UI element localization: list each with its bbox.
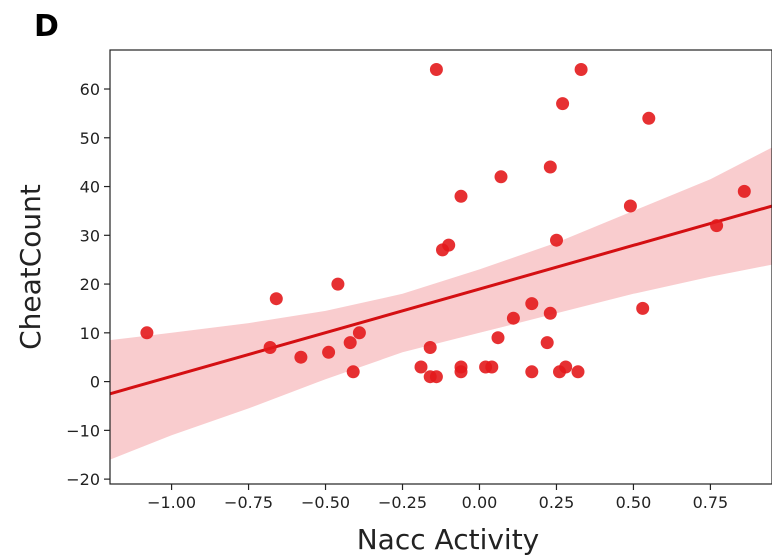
y-tick-label: 10 — [80, 324, 100, 343]
data-point — [414, 360, 428, 374]
data-point — [269, 292, 283, 306]
x-axis-ticks: −1.00 −0.75 −0.50 −0.25 0.00 0.25 0.50 0.75 — [147, 484, 728, 512]
data-point — [636, 301, 650, 315]
data-point — [574, 63, 588, 76]
data-point — [442, 238, 456, 252]
data-point — [737, 184, 751, 198]
regression-line — [109, 204, 772, 396]
data-point — [423, 341, 437, 354]
data-point — [485, 360, 499, 374]
data-point — [491, 331, 505, 345]
y-axis-ticks: −20 −10 0 10 20 30 40 50 60 — [66, 80, 110, 489]
data-point — [140, 326, 154, 340]
y-tick-label: 0 — [90, 373, 100, 392]
data-point — [429, 370, 443, 384]
data-point — [352, 326, 366, 340]
confidence-band-layer — [110, 147, 772, 460]
x-tick-label: 0.25 — [539, 493, 575, 512]
x-axis-title: Nacc Activity — [357, 523, 540, 556]
data-point — [346, 365, 360, 379]
x-tick-label: −0.50 — [301, 493, 350, 512]
data-point — [642, 111, 656, 125]
y-tick-label: 40 — [80, 178, 100, 197]
y-tick-label: 30 — [80, 226, 100, 245]
y-tick-label: 60 — [80, 80, 100, 99]
y-tick-label: 50 — [80, 129, 100, 148]
data-point — [494, 170, 508, 184]
data-point — [623, 199, 637, 213]
y-axis-title: CheatCount — [14, 184, 47, 350]
data-points-layer — [140, 63, 751, 384]
data-point — [263, 341, 277, 354]
y-tick-label: 20 — [80, 275, 100, 294]
data-point — [710, 219, 724, 233]
x-tick-label: −0.75 — [224, 493, 273, 512]
y-tick-label: −20 — [66, 470, 100, 489]
x-tick-label: −1.00 — [147, 493, 196, 512]
x-tick-label: 0.50 — [616, 493, 652, 512]
x-tick-label: 0.75 — [693, 493, 729, 512]
data-point — [525, 297, 539, 311]
data-point — [454, 189, 468, 203]
x-tick-label: 0.00 — [462, 493, 498, 512]
data-point — [343, 336, 357, 350]
data-point — [543, 306, 557, 320]
data-point — [525, 365, 539, 379]
regression-line-layer — [109, 204, 772, 396]
data-point — [506, 311, 520, 325]
data-point — [294, 350, 308, 364]
confidence-band — [110, 147, 772, 460]
panel-label: D — [34, 9, 59, 44]
data-point — [331, 277, 345, 291]
data-point — [550, 233, 563, 247]
data-point — [454, 365, 468, 379]
data-point — [559, 360, 573, 374]
data-point — [540, 336, 554, 350]
axes-frame — [109, 49, 772, 485]
data-point — [556, 97, 570, 111]
x-tick-label: −0.25 — [378, 493, 427, 512]
data-point — [322, 345, 336, 359]
data-point — [429, 63, 443, 76]
y-tick-label: −10 — [66, 421, 100, 440]
data-point — [571, 365, 585, 379]
data-point — [543, 160, 557, 174]
plot-area — [109, 63, 772, 460]
